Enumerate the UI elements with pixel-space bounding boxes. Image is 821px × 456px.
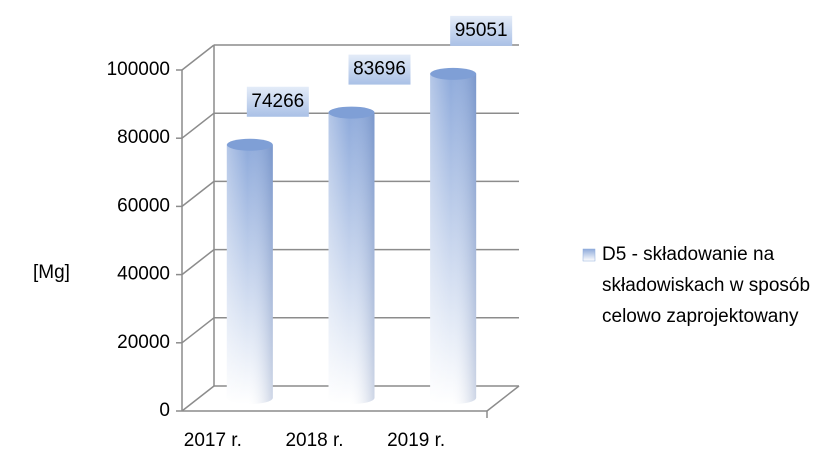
data-label-box [246,86,309,117]
legend-label: D5 - składowanie na składowiskach w spos… [602,244,811,327]
grid-line [181,385,215,412]
bar-top [226,138,273,151]
data-label: 83696 [353,59,406,80]
grid-line [181,112,215,139]
x-tick-label: 2019 r. [387,430,445,451]
bar-shade [430,73,477,404]
grid-line [181,180,215,207]
data-label: 74266 [251,91,304,112]
y-axis-label: [Mg] [33,262,70,283]
bar-shade [328,112,375,404]
bar-shade [226,144,273,405]
y-tick-label: 80000 [117,127,170,148]
x-tick-label: 2017 r. [184,430,242,451]
y-tick-label: 40000 [117,264,170,285]
grid-line [181,317,215,344]
y-tick-label: 20000 [117,332,170,353]
bar-top [328,106,375,119]
legend-swatch [582,248,596,262]
data-label: 95051 [455,20,508,41]
x-tick-label: 2018 r. [285,430,343,451]
data-label-box [348,54,411,85]
grid-line [181,44,215,71]
floor [486,385,520,412]
y-tick-label: 0 [159,400,170,421]
data-label-box [450,15,513,46]
y-tick-label: 100000 [107,59,170,80]
y-tick-label: 60000 [117,195,170,216]
grid-line [181,249,215,276]
bar-top [430,67,477,80]
